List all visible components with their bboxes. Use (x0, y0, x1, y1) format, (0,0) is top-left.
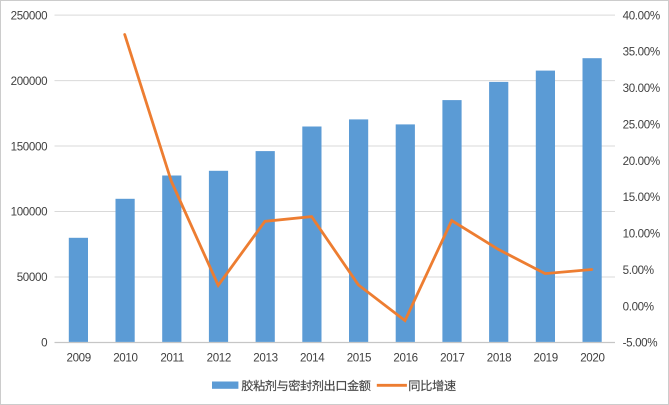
svg-text:0: 0 (41, 337, 47, 350)
svg-text:100000: 100000 (11, 206, 48, 219)
svg-text:2013: 2013 (253, 351, 277, 364)
svg-text:50000: 50000 (17, 271, 48, 284)
svg-text:2016: 2016 (393, 351, 417, 364)
svg-text:250000: 250000 (11, 9, 48, 22)
svg-text:150000: 150000 (11, 140, 48, 153)
svg-text:2015: 2015 (347, 351, 371, 364)
svg-text:2009: 2009 (66, 351, 90, 364)
svg-text:200000: 200000 (11, 75, 48, 88)
svg-text:10.00%: 10.00% (623, 228, 660, 241)
svg-text:0.00%: 0.00% (623, 300, 654, 313)
svg-text:2012: 2012 (207, 351, 231, 364)
svg-text:2017: 2017 (440, 351, 464, 364)
svg-text:2010: 2010 (113, 351, 137, 364)
svg-text:2018: 2018 (487, 351, 511, 364)
svg-text:2011: 2011 (160, 351, 184, 364)
svg-text:35.00%: 35.00% (623, 46, 660, 59)
svg-text:2020: 2020 (580, 351, 604, 364)
svg-text:2019: 2019 (533, 351, 557, 364)
svg-text:20.00%: 20.00% (623, 155, 660, 168)
svg-text:2014: 2014 (300, 351, 325, 364)
svg-text:-5.00%: -5.00% (623, 337, 658, 350)
svg-text:15.00%: 15.00% (623, 191, 660, 204)
svg-text:5.00%: 5.00% (623, 264, 654, 277)
svg-text:40.00%: 40.00% (623, 9, 660, 22)
svg-text:25.00%: 25.00% (623, 118, 660, 131)
svg-text:30.00%: 30.00% (623, 82, 660, 95)
